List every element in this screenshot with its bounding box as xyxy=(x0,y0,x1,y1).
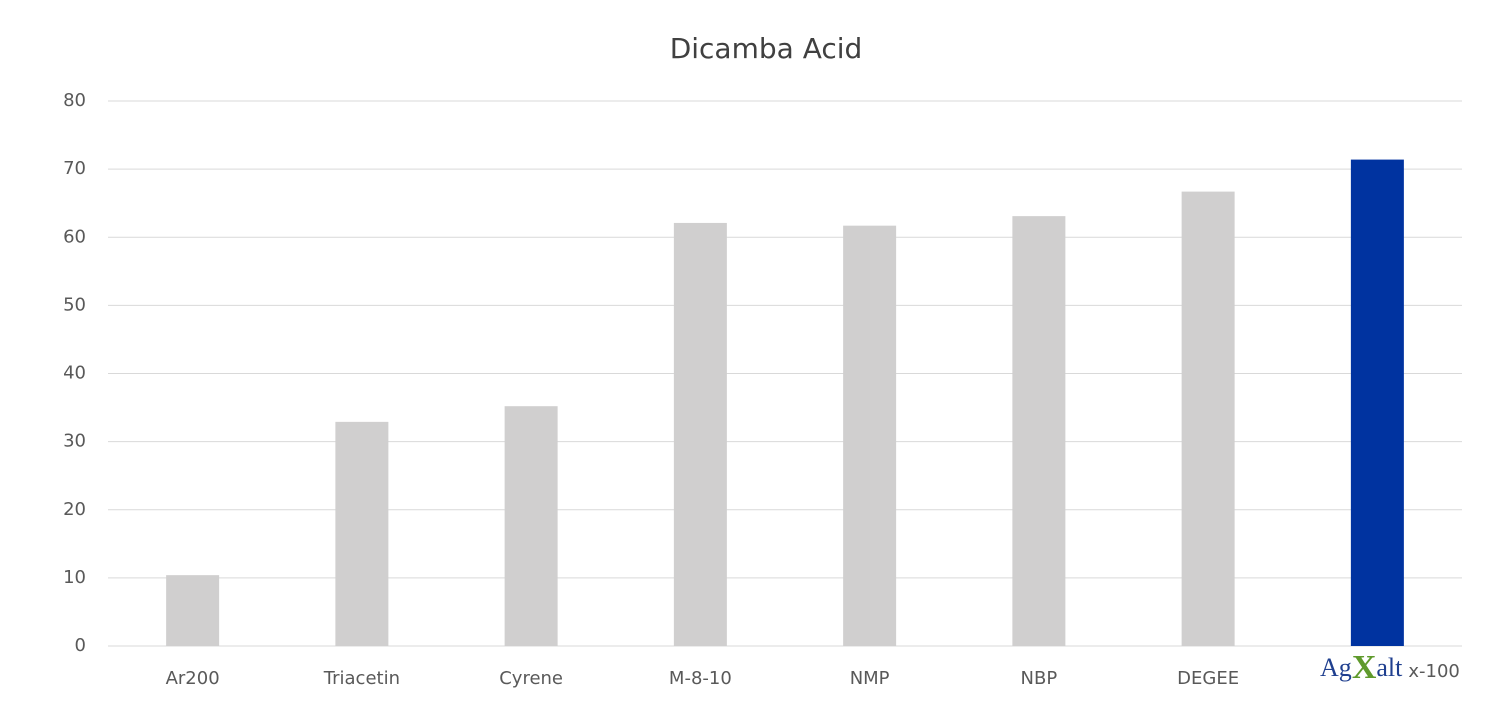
bar xyxy=(843,225,897,646)
y-tick-label: 70 xyxy=(63,158,86,179)
y-tick-label: 30 xyxy=(63,431,86,452)
x-tick-label: Triacetin xyxy=(323,668,400,689)
bar xyxy=(504,406,558,646)
y-tick-label: 80 xyxy=(63,90,86,111)
y-tick-label: 60 xyxy=(63,226,86,247)
x-tick-label: Ar200 xyxy=(166,668,220,689)
x-tick-label: NBP xyxy=(1021,668,1058,689)
x-tick-label: NMP xyxy=(850,668,890,689)
bar xyxy=(1012,216,1066,646)
y-tick-label: 40 xyxy=(63,363,86,384)
brand-logo: AgXalt xyxy=(1320,649,1403,686)
x-tick-label: Cyrene xyxy=(499,668,563,689)
x-tick-label: M-8-10 xyxy=(669,668,732,689)
logo-part: alt xyxy=(1376,653,1403,682)
y-tick-label: 50 xyxy=(63,294,86,315)
y-tick-label: 0 xyxy=(75,635,86,656)
y-tick-label: 20 xyxy=(63,499,86,520)
logo-part: Ag xyxy=(1320,653,1352,682)
x-tick-label: DEGEE xyxy=(1177,668,1239,689)
bar xyxy=(1350,159,1404,646)
logo-part: X xyxy=(1352,649,1377,686)
bar xyxy=(1181,191,1235,646)
x-tick-label: x-100 xyxy=(1408,661,1460,682)
bar xyxy=(673,222,727,646)
chart-title: Dicamba Acid xyxy=(670,32,863,65)
bar xyxy=(166,575,220,646)
bar xyxy=(335,421,389,646)
y-tick-label: 10 xyxy=(63,567,86,588)
